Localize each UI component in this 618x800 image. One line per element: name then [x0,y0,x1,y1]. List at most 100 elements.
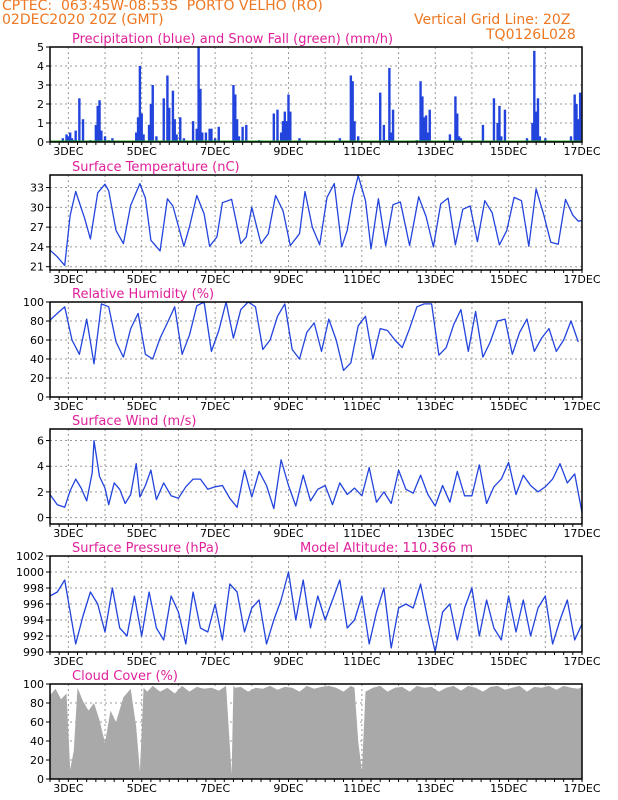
panel-1-precip-bar [421,96,424,142]
panel-1-x-tick-label: 11DEC [343,145,380,158]
panel-1-precip-bar [428,109,431,142]
panel-1-precip-bar [61,138,65,142]
panel-1-precip-bar [94,124,98,142]
panel-1-precip-bar [245,124,248,142]
panel-6-x-tick-label: 17DEC [563,782,600,795]
panel-3-background [50,302,582,397]
panel-1-precip-bar [379,92,382,142]
panel-3-y-tick-label: 0 [37,391,44,404]
panel-1-precip-bar [166,75,169,142]
panel-1-precip-bar [578,92,582,142]
panel-1-background [50,47,582,142]
grid-line-note: Vertical Grid Line: 20Z [414,12,571,28]
panel-1-precip-bar [503,109,507,142]
panel-1-precip-bar [419,81,422,142]
panel-1-precip-bar [237,136,241,142]
panel-5-x-tick-label: 3DEC [53,655,83,668]
panel-1-precip-bar [65,134,68,142]
panel-1-precip-bar [287,94,290,142]
station-header: CPTEC: 063:45W-08:53S PORTO VELHO (RO) [2,0,323,14]
panel-1-precip-bar [456,113,459,142]
panel-6-y-tick-label: 20 [30,754,44,767]
panel-4-x-tick-label: 15DEC [490,527,527,540]
model-code: TQ0126L028 [486,27,576,43]
panel-6-y-tick-label: 0 [37,773,44,786]
panel-1-precip-bar [298,138,301,142]
panel-5-title: Surface Pressure (hPa) [72,541,219,556]
panel-5-series-line [49,571,583,653]
panel-1-x-tick-label: 15DEC [490,145,527,158]
panel-1-precip-bar [391,109,395,142]
panel-1-precip-bar [199,88,202,142]
panel-1-precip-bar [276,109,279,142]
panel-6-x-tick-label: 11DEC [343,782,380,795]
panel-1-x-tick-label: 9DEC [273,145,303,158]
panel-4-series-line [49,439,583,513]
panel-2-y-tick-label: 27 [30,221,44,234]
panel-1-precip-bar [498,105,501,142]
panel-1-precip-bar [149,104,153,142]
panel-1-y-tick-label: 4 [37,60,44,73]
panel-1-precip-bar [577,119,580,142]
panel-1-precip-bar [569,136,573,142]
panel-1-precip-bar [573,94,576,142]
panel-2-x-tick-label: 11DEC [343,273,380,286]
panel-4-x-tick-label: 3DEC [53,527,83,540]
panel-1-x-tick-label: 7DEC [200,145,230,158]
panel-4-title: Surface Wind (m/s) [72,414,196,429]
panel-4-x-tick-label: 11DEC [343,527,380,540]
panel-1-precip-bar [351,81,354,142]
panel-1-precip-bar [74,130,77,142]
panel-2-y-tick-label: 30 [30,201,44,214]
panel-1-precip-bar [138,66,142,142]
panel-1-precip-bar [208,128,211,142]
panel-1-precip-bar [481,124,485,142]
panel-2-x-tick-label: 3DEC [53,273,83,286]
panel-1-precip-bar [531,123,534,142]
panel-6-y-tick-label: 100 [23,678,44,691]
panel-1-precip-bar [279,132,283,142]
panel-1-title: Precipitation (blue) and Snow Fall (gree… [72,32,393,47]
panel-2-x-tick-label: 17DEC [563,273,600,286]
panel-1-x-tick-label: 3DEC [53,145,83,158]
panel-2-x-tick-label: 5DEC [127,273,157,286]
panel-1-precip-bar [232,85,235,142]
panel-1-precip-bar [171,90,175,142]
panel-4-x-tick-label: 13DEC [417,527,454,540]
panel-4-x-tick-label: 17DEC [563,527,600,540]
panel-6-x-tick-label: 5DEC [127,782,157,795]
panel-3-x-tick-label: 11DEC [343,400,380,413]
panel-4-y-tick-label: 2 [37,486,44,499]
panel-4-x-tick-label: 9DEC [273,527,303,540]
panel-5-y-tick-label: 998 [23,582,44,595]
panel-5-x-tick-label: 13DEC [417,655,454,668]
panel-1-precip-bar [356,136,360,142]
panel-1-precip-bar [162,98,165,142]
panel-1-precip-bar [283,111,287,142]
panel-1-precip-bar [213,138,217,142]
panel-1-precip-bar [338,138,342,142]
panel-6-title: Cloud Cover (%) [72,669,178,684]
panel-3-x-tick-label: 13DEC [417,400,454,413]
panel-6-y-tick-label: 40 [30,735,44,748]
panel-3-x-tick-label: 5DEC [127,400,157,413]
panel-1-y-tick-label: 1 [37,117,44,130]
panel-1-precip-bar [147,124,151,142]
panel-1-precip-bar [136,117,140,142]
panel-1-precip-bar [424,115,428,142]
panel-3-y-tick-label: 40 [30,353,44,366]
panel-1-precip-bar [538,136,542,142]
panel-6-x-tick-label: 15DEC [490,782,527,795]
panel-1-y-tick-label: 0 [37,136,44,149]
panel-1-precip-bar [544,138,547,142]
panel-1-precip-bar [201,132,204,142]
panel-1-precip-bar [168,107,171,142]
panel-1-precip-bar [111,138,114,142]
panel-1-precip-bar [191,121,195,142]
panel-4-x-tick-label: 7DEC [200,527,230,540]
panel-1-precip-bar [68,132,72,142]
panel-6-cloud-area [50,685,582,779]
panel-1-precip-bar [173,119,176,142]
panel-3-x-tick-label: 3DEC [53,400,83,413]
panel-6-y-tick-label: 80 [30,697,44,710]
